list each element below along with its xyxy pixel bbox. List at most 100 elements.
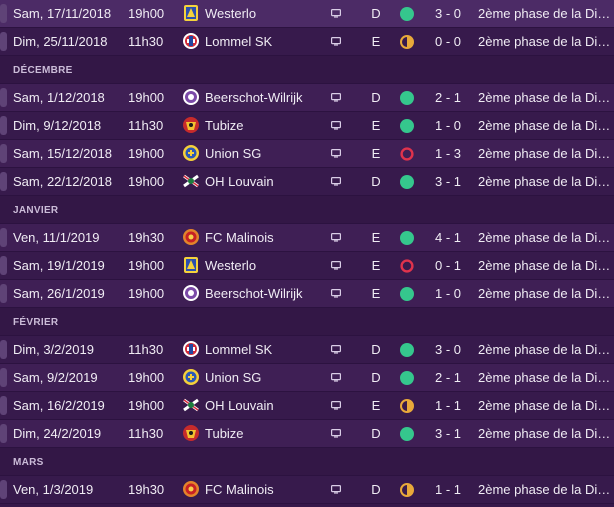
- fixture-row[interactable]: Ven, 11/1/2019 19h30 FC Malinois E 4 - 1 2ème…: [0, 224, 614, 252]
- row-select-handle[interactable]: [0, 144, 7, 163]
- venue-indicator: E: [371, 34, 381, 49]
- result-win-icon: [400, 119, 414, 133]
- venue-indicator: E: [371, 146, 381, 161]
- row-select-handle[interactable]: [0, 368, 7, 387]
- fixture-row[interactable]: Sam, 16/2/2019 19h00 OH Louvain E 1 - 1 2ème …: [0, 392, 614, 420]
- competition-name[interactable]: 2ème phase de la Division 1B: [478, 342, 614, 357]
- fixture-row[interactable]: Sam, 1/12/2018 19h00 Beerschot-Wilrijk D 2 -…: [0, 84, 614, 112]
- month-header: FÉVRIER: [0, 308, 614, 336]
- malinois-crest-icon: [182, 228, 200, 246]
- fixture-row[interactable]: Sam, 9/2/2019 19h00 Union SG D 2 - 1 2ème pha…: [0, 364, 614, 392]
- opponent-name[interactable]: Lommel SK: [205, 34, 273, 49]
- venue-indicator: D: [371, 342, 381, 357]
- competition-name[interactable]: 2ème phase de la Division 1B: [478, 426, 614, 441]
- lommel-crest-icon: [182, 340, 200, 358]
- competition-name[interactable]: 2ème phase de la Division 1B: [478, 6, 614, 21]
- fixture-time: 19h00: [128, 370, 165, 385]
- result-draw-icon: [400, 399, 414, 413]
- match-score: 1 - 1: [434, 398, 461, 413]
- competition-name[interactable]: 2ème phase de la Division 1B: [478, 258, 614, 273]
- competition-name[interactable]: 2ème phase de la Division 1B: [478, 398, 614, 413]
- fixture-row[interactable]: Sam, 22/12/2018 19h00 OH Louvain D 3 - 1 2ème…: [0, 168, 614, 196]
- malinois-crest-icon: [182, 480, 200, 498]
- fixture-row[interactable]: Sam, 26/1/2019 19h00 Beerschot-Wilrijk E 1 -…: [0, 280, 614, 308]
- row-select-handle[interactable]: [0, 228, 7, 247]
- fixture-row[interactable]: Dim, 25/11/2018 11h30 Lommel SK E 0 - 0 2ème …: [0, 28, 614, 56]
- tv-icon: [331, 289, 341, 298]
- fixture-row[interactable]: Dim, 9/12/2018 11h30 Tubize E 1 - 0 2ème phas…: [0, 112, 614, 140]
- result-loss-icon: [400, 259, 414, 273]
- fixture-date: Sam, 19/1/2019: [13, 258, 105, 273]
- tv-icon: [331, 233, 341, 242]
- fixture-date: Sam, 26/1/2019: [13, 286, 105, 301]
- result-win-icon: [400, 343, 414, 357]
- opponent-name[interactable]: FC Malinois: [205, 230, 274, 245]
- competition-name[interactable]: 2ème phase de la Division 1B: [478, 174, 614, 189]
- fixture-row[interactable]: Sam, 15/12/2018 19h00 Union SG E 1 - 3 2ème p…: [0, 140, 614, 168]
- competition-name[interactable]: 2ème phase de la Division 1B: [478, 286, 614, 301]
- opponent-name[interactable]: Tubize: [205, 426, 244, 441]
- competition-name[interactable]: 2ème phase de la Division 1B: [478, 90, 614, 105]
- row-select-handle[interactable]: [0, 396, 7, 415]
- competition-name[interactable]: 2ème phase de la Division 1B: [478, 482, 614, 497]
- venue-indicator: D: [371, 90, 381, 105]
- fixture-date: Sam, 15/12/2018: [13, 146, 113, 161]
- competition-name[interactable]: 2ème phase de la Division 1B: [478, 370, 614, 385]
- venue-indicator: E: [371, 286, 381, 301]
- fixture-row[interactable]: Sam, 19/1/2019 19h00 Westerlo E 0 - 1 2ème ph…: [0, 252, 614, 280]
- competition-name[interactable]: 2ème phase de la Division 1B: [478, 118, 614, 133]
- lommel-crest-icon: [182, 32, 200, 50]
- competition-name[interactable]: 2ème phase de la Division 1B: [478, 230, 614, 245]
- fixture-time: 19h00: [128, 90, 165, 105]
- row-select-handle[interactable]: [0, 88, 7, 107]
- tv-icon: [331, 261, 341, 270]
- row-select-handle[interactable]: [0, 4, 7, 23]
- tv-icon: [331, 485, 341, 494]
- opponent-name[interactable]: OH Louvain: [205, 174, 274, 189]
- row-select-handle[interactable]: [0, 116, 7, 135]
- fixture-row[interactable]: Ven, 1/3/2019 19h30 FC Malinois D 1 - 1 2ème …: [0, 476, 614, 504]
- union-crest-icon: [182, 144, 200, 162]
- fixture-time: 19h00: [128, 6, 165, 21]
- venue-indicator: D: [371, 482, 381, 497]
- opponent-name[interactable]: Westerlo: [205, 6, 257, 21]
- opponent-name[interactable]: Union SG: [205, 370, 262, 385]
- month-header: JANVIER: [0, 196, 614, 224]
- opponent-name[interactable]: Union SG: [205, 146, 262, 161]
- match-score: 1 - 0: [434, 286, 461, 301]
- row-select-handle[interactable]: [0, 284, 7, 303]
- result-win-icon: [400, 231, 414, 245]
- fixture-time: 11h30: [128, 34, 164, 49]
- result-draw-icon: [400, 483, 414, 497]
- opponent-name[interactable]: FC Malinois: [205, 482, 274, 497]
- fixture-row[interactable]: Sam, 17/11/2018 19h00 Westerlo D 3 - 0 2ème p…: [0, 0, 614, 28]
- row-select-handle[interactable]: [0, 340, 7, 359]
- row-select-handle[interactable]: [0, 172, 7, 191]
- fixture-row[interactable]: Dim, 24/2/2019 11h30 Tubize D 3 - 1 2ème phas…: [0, 420, 614, 448]
- match-score: 3 - 1: [434, 426, 461, 441]
- opponent-name[interactable]: Beerschot-Wilrijk: [205, 90, 303, 105]
- opponent-name[interactable]: Westerlo: [205, 258, 257, 273]
- row-select-handle[interactable]: [0, 424, 7, 443]
- opponent-name[interactable]: Lommel SK: [205, 342, 273, 357]
- row-select-handle[interactable]: [0, 32, 7, 51]
- venue-indicator: E: [371, 258, 381, 273]
- opponent-name[interactable]: Beerschot-Wilrijk: [205, 286, 303, 301]
- tv-icon: [331, 345, 341, 354]
- tv-icon: [331, 37, 341, 46]
- fixture-row[interactable]: Dim, 3/2/2019 11h30 Lommel SK D 3 - 0 2ème ph…: [0, 336, 614, 364]
- tv-icon: [331, 177, 341, 186]
- row-select-handle[interactable]: [0, 256, 7, 275]
- tv-icon: [331, 401, 341, 410]
- opponent-name[interactable]: Tubize: [205, 118, 244, 133]
- match-score: 3 - 0: [434, 6, 461, 21]
- competition-name[interactable]: 2ème phase de la Division 1B: [478, 146, 614, 161]
- fixture-time: 11h30: [128, 342, 164, 357]
- match-score: 3 - 1: [434, 174, 461, 189]
- fixture-date: Dim, 9/12/2018: [13, 118, 102, 133]
- opponent-name[interactable]: OH Louvain: [205, 398, 274, 413]
- ohl-crest-icon: [182, 396, 200, 414]
- competition-name[interactable]: 2ème phase de la Division 1B: [478, 34, 614, 49]
- row-select-handle[interactable]: [0, 480, 7, 499]
